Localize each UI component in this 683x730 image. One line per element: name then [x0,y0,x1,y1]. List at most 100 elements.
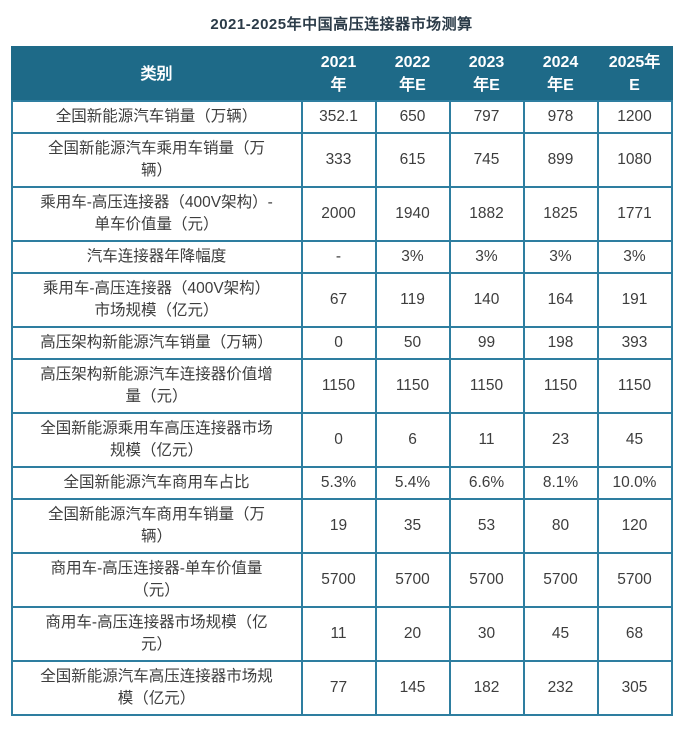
value-cell: 5700 [596,552,673,608]
table-row: 高压架构新能源汽车连接器价值增 量（元） 1150 1150 1150 1150 1150 [10,358,673,414]
value-cell: 30 [448,606,525,662]
table-row: 全国新能源汽车高压连接器市场规 模（亿元） 77 145 182 232 305 [10,660,673,716]
table-row: 高压架构新能源汽车销量（万辆） 0 50 99 198 393 [10,326,673,360]
value-cell: 145 [374,660,451,716]
value-cell: 1080 [596,132,673,188]
table-row: 全国新能源乘用车高压连接器市场 规模（亿元） 0 6 11 23 45 [10,412,673,468]
value-cell: 45 [522,606,599,662]
value-cell: 745 [448,132,525,188]
column-header-year: 2023 年E [448,46,525,102]
value-cell: 393 [596,326,673,360]
row-label: 商用车-高压连接器市场规模（亿 元） [10,606,303,662]
value-cell: 1150 [596,358,673,414]
value-cell: 10.0% [596,466,673,500]
value-cell: 191 [596,272,673,328]
value-cell: 80 [522,498,599,554]
row-label: 全国新能源汽车销量（万辆） [10,100,303,134]
value-cell: 23 [522,412,599,468]
value-cell: 6.6% [448,466,525,500]
value-cell: 5.3% [300,466,377,500]
column-header-year: 2021 年 [300,46,377,102]
row-label: 全国新能源汽车商用车占比 [10,466,303,500]
value-cell: 68 [596,606,673,662]
value-cell: 352.1 [300,100,377,134]
value-cell: 11 [300,606,377,662]
table-row: 商用车-高压连接器市场规模（亿 元） 11 20 30 45 68 [10,606,673,662]
table-row: 汽车连接器年降幅度 -3% 3% 3% 3% [10,240,673,274]
value-cell: 77 [300,660,377,716]
value-cell: 650 [374,100,451,134]
value-cell: 232 [522,660,599,716]
value-cell: 1150 [522,358,599,414]
table-row: 乘用车-高压连接器（400V架构） 市场规模（亿元） 67 119 140 164 191 [10,272,673,328]
value-cell: 1940 [374,186,451,242]
value-cell: 120 [596,498,673,554]
value-cell: 19 [300,498,377,554]
value-cell: - [300,240,377,274]
value-cell: 8.1% [522,466,599,500]
value-cell: 53 [448,498,525,554]
value-cell: 1150 [374,358,451,414]
value-cell: 5.4% [374,466,451,500]
value-cell: 3% [522,240,599,274]
value-cell: 333 [300,132,377,188]
value-cell: 140 [448,272,525,328]
value-cell: 1771 [596,186,673,242]
value-cell: 899 [522,132,599,188]
value-cell: 3% [448,240,525,274]
value-cell: 0 [300,326,377,360]
row-label: 全国新能源汽车高压连接器市场规 模（亿元） [10,660,303,716]
table-row: 商用车-高压连接器-单车价值量 （元） 5700 5700 5700 5700 5700 [10,552,673,608]
value-cell: 615 [374,132,451,188]
value-cell: 3% [596,240,673,274]
market-estimation-table: 类别 2021 年 2022 年E 2023 年E 2024 年E 2025年 E 全国新… [10,46,673,716]
value-cell: 978 [522,100,599,134]
row-label: 乘用车-高压连接器（400V架构）- 单车价值量（元） [10,186,303,242]
value-cell: 45 [596,412,673,468]
value-cell: 5700 [374,552,451,608]
row-label: 商用车-高压连接器-单车价值量 （元） [10,552,303,608]
value-cell: 1150 [448,358,525,414]
value-cell: 2000 [300,186,377,242]
row-label: 乘用车-高压连接器（400V架构） 市场规模（亿元） [10,272,303,328]
value-cell: 5700 [448,552,525,608]
table-header: 类别 2021 年 2022 年E 2023 年E 2024 年E 2025年 E [10,46,673,102]
table-header-row: 类别 2021 年 2022 年E 2023 年E 2024 年E 2025年 E [10,46,673,102]
value-cell: 119 [374,272,451,328]
table-row: 全国新能源汽车商用车销量（万 辆） 19 35 53 80 120 [10,498,673,554]
value-cell: 6 [374,412,451,468]
value-cell: 50 [374,326,451,360]
column-header-year: 2025年 E [596,46,673,102]
page-title: 2021-2025年中国高压连接器市场测算 [210,16,473,33]
table-row: 全国新能源汽车销量（万辆） 352.1 650 797 978 1200 [10,100,673,134]
table-row: 乘用车-高压连接器（400V架构）- 单车价值量（元） 2000 1940 1882 1… [10,186,673,242]
row-label: 汽车连接器年降幅度 [10,240,303,274]
value-cell: 11 [448,412,525,468]
row-label: 全国新能源汽车乘用车销量（万 辆） [10,132,303,188]
value-cell: 35 [374,498,451,554]
value-cell: 1882 [448,186,525,242]
value-cell: 20 [374,606,451,662]
value-cell: 99 [448,326,525,360]
value-cell: 3% [374,240,451,274]
value-cell: 1150 [300,358,377,414]
value-cell: 67 [300,272,377,328]
value-cell: 182 [448,660,525,716]
value-cell: 198 [522,326,599,360]
value-cell: 0 [300,412,377,468]
value-cell: 1200 [596,100,673,134]
table-row: 全国新能源汽车商用车占比 5.3% 5.4% 6.6% 8.1% 10.0% [10,466,673,500]
column-header-year: 2022 年E [374,46,451,102]
column-header-year: 2024 年E [522,46,599,102]
row-label: 全国新能源乘用车高压连接器市场 规模（亿元） [10,412,303,468]
value-cell: 1825 [522,186,599,242]
row-label: 高压架构新能源汽车连接器价值增 量（元） [10,358,303,414]
value-cell: 305 [596,660,673,716]
value-cell: 5700 [300,552,377,608]
table-row: 全国新能源汽车乘用车销量（万 辆） 333 615 745 899 1080 [10,132,673,188]
row-label: 全国新能源汽车商用车销量（万 辆） [10,498,303,554]
table-body: 全国新能源汽车销量（万辆） 352.1 650 797 978 1200 全国新能源汽车乘用… [10,100,673,716]
value-cell: 797 [448,100,525,134]
value-cell: 5700 [522,552,599,608]
